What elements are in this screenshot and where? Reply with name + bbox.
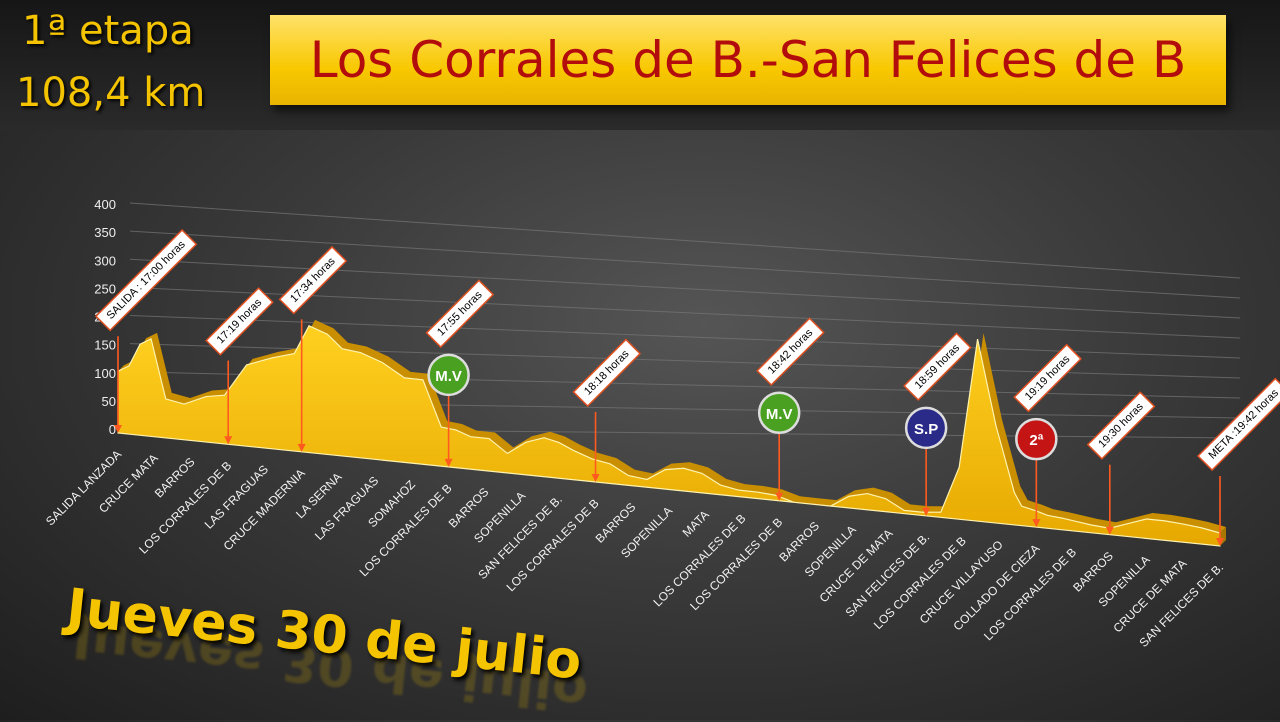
- stage-title: Los Corrales de B.-San Felices de B: [309, 31, 1187, 89]
- time-label: 18:59 horas: [913, 342, 963, 392]
- badge-label: M.V: [766, 406, 793, 423]
- time-callout: SALIDA : 17:00 horas: [94, 229, 198, 332]
- y-tick-label: 100: [94, 366, 116, 381]
- time-label: 17:55 horas: [435, 289, 485, 339]
- badge-icon: [904, 406, 948, 450]
- marker-arrowhead: [591, 473, 600, 482]
- y-tick-label: 350: [94, 225, 116, 240]
- badge-icon: [1015, 417, 1058, 461]
- category-label: CRUCE DE MATA: [1111, 556, 1190, 635]
- time-callout: 17:34 horas: [278, 245, 348, 315]
- stage-distance: 108,4 km: [16, 70, 206, 116]
- time-label: 17:34 horas: [288, 255, 338, 305]
- category-label: SALIDA LANZADA: [43, 447, 124, 528]
- time-label-box: [278, 245, 348, 315]
- y-tick-label: 50: [102, 394, 116, 409]
- marker-arrowhead: [297, 443, 306, 452]
- time-label-box: [1086, 391, 1156, 460]
- time-callout: META :19:42 horas: [1196, 377, 1280, 472]
- time-label: SALIDA : 17:00 horas: [104, 238, 188, 322]
- time-label-box: [425, 279, 495, 349]
- marker-arrowhead: [1032, 519, 1041, 528]
- y-tick-label: 0: [109, 422, 116, 437]
- time-label-box: [205, 287, 274, 356]
- y-tick-label: 400: [94, 197, 116, 212]
- gridline: [129, 286, 1241, 339]
- y-tick-label: 250: [94, 281, 116, 296]
- elevation-profile-area: [117, 325, 1221, 547]
- stage-number: 1ª etapa: [22, 8, 194, 54]
- time-label-box: [572, 338, 642, 408]
- time-label: 19:30 horas: [1096, 400, 1146, 450]
- marker-arrowhead: [1105, 526, 1114, 535]
- time-label-box: [1013, 343, 1082, 413]
- time-label-box: [756, 317, 825, 386]
- time-label: 17:19 horas: [215, 296, 265, 346]
- title-banner: Los Corrales de B.-San Felices de B: [270, 15, 1226, 105]
- time-label-box: [1196, 377, 1280, 472]
- time-label: 18:42 horas: [766, 327, 816, 377]
- badge-label: 2ª: [1029, 432, 1043, 449]
- time-label: 18:18 horas: [582, 348, 632, 398]
- time-callout: 17:55 horas: [425, 279, 495, 349]
- badge-icon: [757, 391, 801, 435]
- marker-arrowhead: [444, 458, 453, 467]
- badge-label: M.V: [435, 368, 462, 385]
- gridline: [129, 230, 1241, 299]
- time-label: 19:19 horas: [1023, 353, 1073, 403]
- time-callout: 19:30 horas: [1086, 391, 1156, 460]
- time-label-box: [94, 229, 198, 332]
- time-callout: 17:19 horas: [205, 287, 274, 356]
- badge-icon: [427, 353, 470, 397]
- category-label: CRUCE DE MATA: [817, 526, 896, 605]
- marker-arrowhead: [114, 425, 122, 433]
- y-tick-label: 150: [94, 338, 116, 353]
- time-callout: 18:18 horas: [572, 338, 642, 408]
- gridline: [129, 202, 1241, 279]
- time-label: META :19:42 horas: [1206, 387, 1280, 462]
- marker-arrowhead: [224, 436, 233, 445]
- category-label: MATA: [680, 507, 712, 539]
- badge-label: S.P: [914, 421, 938, 438]
- time-callout: 18:42 horas: [756, 317, 825, 386]
- y-tick-label: 300: [94, 253, 116, 268]
- time-label-box: [903, 332, 972, 402]
- marker-arrowhead: [922, 507, 931, 516]
- time-callout: 19:19 horas: [1013, 343, 1082, 413]
- marker-arrowhead: [1216, 538, 1224, 546]
- time-callout: 18:59 horas: [903, 332, 972, 402]
- marker-arrowhead: [775, 492, 784, 501]
